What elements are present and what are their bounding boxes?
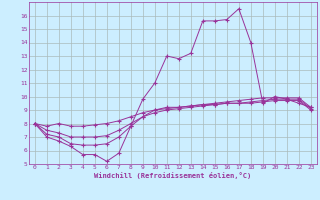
X-axis label: Windchill (Refroidissement éolien,°C): Windchill (Refroidissement éolien,°C) — [94, 172, 252, 179]
